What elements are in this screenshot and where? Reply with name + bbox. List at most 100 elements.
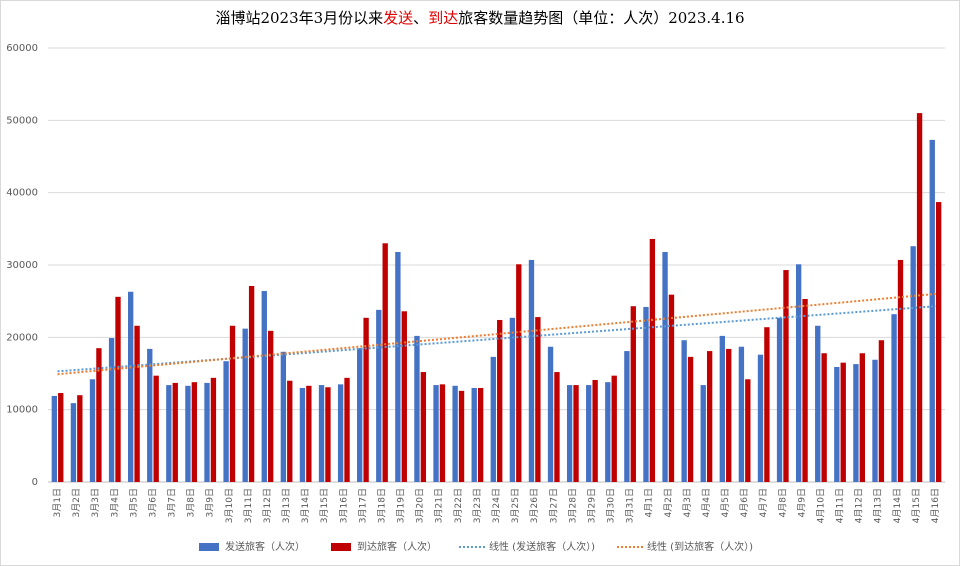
x-tick-label: 3月16日 — [338, 488, 349, 523]
bar — [153, 375, 159, 482]
bar — [420, 372, 427, 482]
bar — [586, 385, 592, 482]
bar — [726, 348, 732, 482]
x-tick-label: 3月29日 — [586, 488, 597, 523]
trend-line — [57, 305, 936, 373]
x-tick-label: 3月10日 — [224, 488, 235, 523]
bar — [528, 259, 535, 482]
x-tick-label: 3月13日 — [281, 488, 292, 523]
x-tick-label: 3月20日 — [415, 488, 426, 523]
bar — [630, 306, 636, 482]
bar — [414, 335, 420, 482]
bar — [859, 353, 865, 482]
bar — [935, 202, 942, 482]
bar — [662, 251, 668, 482]
bar — [757, 354, 764, 482]
x-tick-label: 4月13日 — [873, 488, 884, 523]
bar — [687, 356, 694, 482]
legend-swatch — [199, 543, 219, 551]
bar — [700, 385, 706, 482]
bar — [897, 259, 904, 482]
x-tick-label: 4月11日 — [835, 488, 846, 523]
bar — [318, 385, 325, 482]
bar — [573, 385, 579, 482]
x-tick-label: 3月19日 — [396, 488, 407, 523]
x-tick-label: 4月16日 — [930, 488, 941, 523]
bar — [681, 340, 687, 482]
bar — [363, 317, 369, 482]
y-tick-label: 20000 — [6, 332, 38, 343]
bar — [452, 385, 458, 482]
title-part: 旅客数量趋势图（单位：人次）2023.4.16 — [458, 9, 744, 27]
x-tick-label: 4月15日 — [911, 488, 922, 523]
x-tick-label: 3月9日 — [205, 488, 216, 517]
title-part: 淄博站2023年3月份以来 — [215, 9, 383, 27]
bar — [51, 395, 58, 482]
bar — [248, 285, 255, 482]
legend-label: 到达旅客（人次） — [357, 540, 437, 553]
x-tick-label: 3月8日 — [186, 488, 197, 517]
bar — [185, 385, 191, 482]
bar — [872, 359, 878, 482]
x-tick-label: 4月12日 — [854, 488, 865, 523]
x-tick-label: 3月21日 — [434, 488, 445, 523]
x-tick-label: 3月31日 — [625, 488, 636, 523]
bar — [490, 356, 496, 482]
x-tick-label: 4月10日 — [815, 488, 826, 523]
x-tick-label: 3月3日 — [90, 488, 101, 517]
x-tick-label: 3月6日 — [147, 488, 158, 517]
x-tick-label: 4月6日 — [739, 488, 750, 517]
bar — [547, 346, 554, 482]
bar — [668, 294, 675, 482]
x-tick-label: 4月3日 — [682, 488, 693, 517]
x-tick-label: 3月25日 — [510, 488, 521, 523]
bar — [878, 340, 885, 482]
bar — [624, 351, 630, 482]
y-tick-label: 60000 — [6, 43, 38, 54]
bar — [287, 380, 293, 482]
bar — [147, 348, 153, 482]
x-tick-label: 4月4日 — [701, 488, 712, 517]
bar — [299, 387, 306, 482]
x-tick-label: 3月5日 — [128, 488, 139, 517]
bar — [853, 364, 859, 482]
x-tick-label: 3月2日 — [71, 488, 82, 517]
legend-swatch — [331, 543, 351, 551]
bar — [204, 382, 210, 482]
bar — [166, 385, 172, 482]
chart-title: 淄博站2023年3月份以来发送、到达旅客数量趋势图（单位：人次）2023.4.1… — [215, 9, 744, 27]
bar — [834, 366, 840, 482]
bar — [795, 264, 802, 482]
title-part: 发送 — [383, 9, 413, 27]
bar — [706, 351, 713, 482]
bar — [134, 325, 140, 482]
bar — [776, 317, 783, 482]
x-tick-label: 3月26日 — [529, 488, 540, 523]
bar — [891, 314, 897, 482]
y-tick-label: 30000 — [6, 260, 38, 271]
x-tick-label: 3月11日 — [243, 488, 254, 523]
bar — [509, 317, 516, 482]
bar — [840, 362, 846, 482]
bar — [268, 330, 274, 482]
y-tick-label: 40000 — [6, 188, 38, 199]
bar — [401, 311, 407, 482]
bar — [128, 291, 134, 482]
legend-label: 发送旅客（人次） — [225, 540, 305, 553]
bar — [821, 353, 827, 482]
bar — [191, 382, 198, 482]
bar — [395, 251, 401, 482]
bar — [802, 298, 808, 482]
x-tick-label: 3月17日 — [357, 488, 368, 523]
bar — [96, 348, 102, 482]
bar — [77, 395, 83, 482]
x-tick-label: 4月9日 — [796, 488, 807, 517]
bar — [910, 246, 916, 482]
x-tick-label: 4月7日 — [758, 488, 769, 517]
x-tick-label: 3月15日 — [319, 488, 330, 523]
y-tick-label: 50000 — [6, 115, 38, 126]
bar — [58, 393, 64, 482]
bar — [242, 328, 248, 482]
x-tick-label: 3月14日 — [300, 488, 311, 523]
